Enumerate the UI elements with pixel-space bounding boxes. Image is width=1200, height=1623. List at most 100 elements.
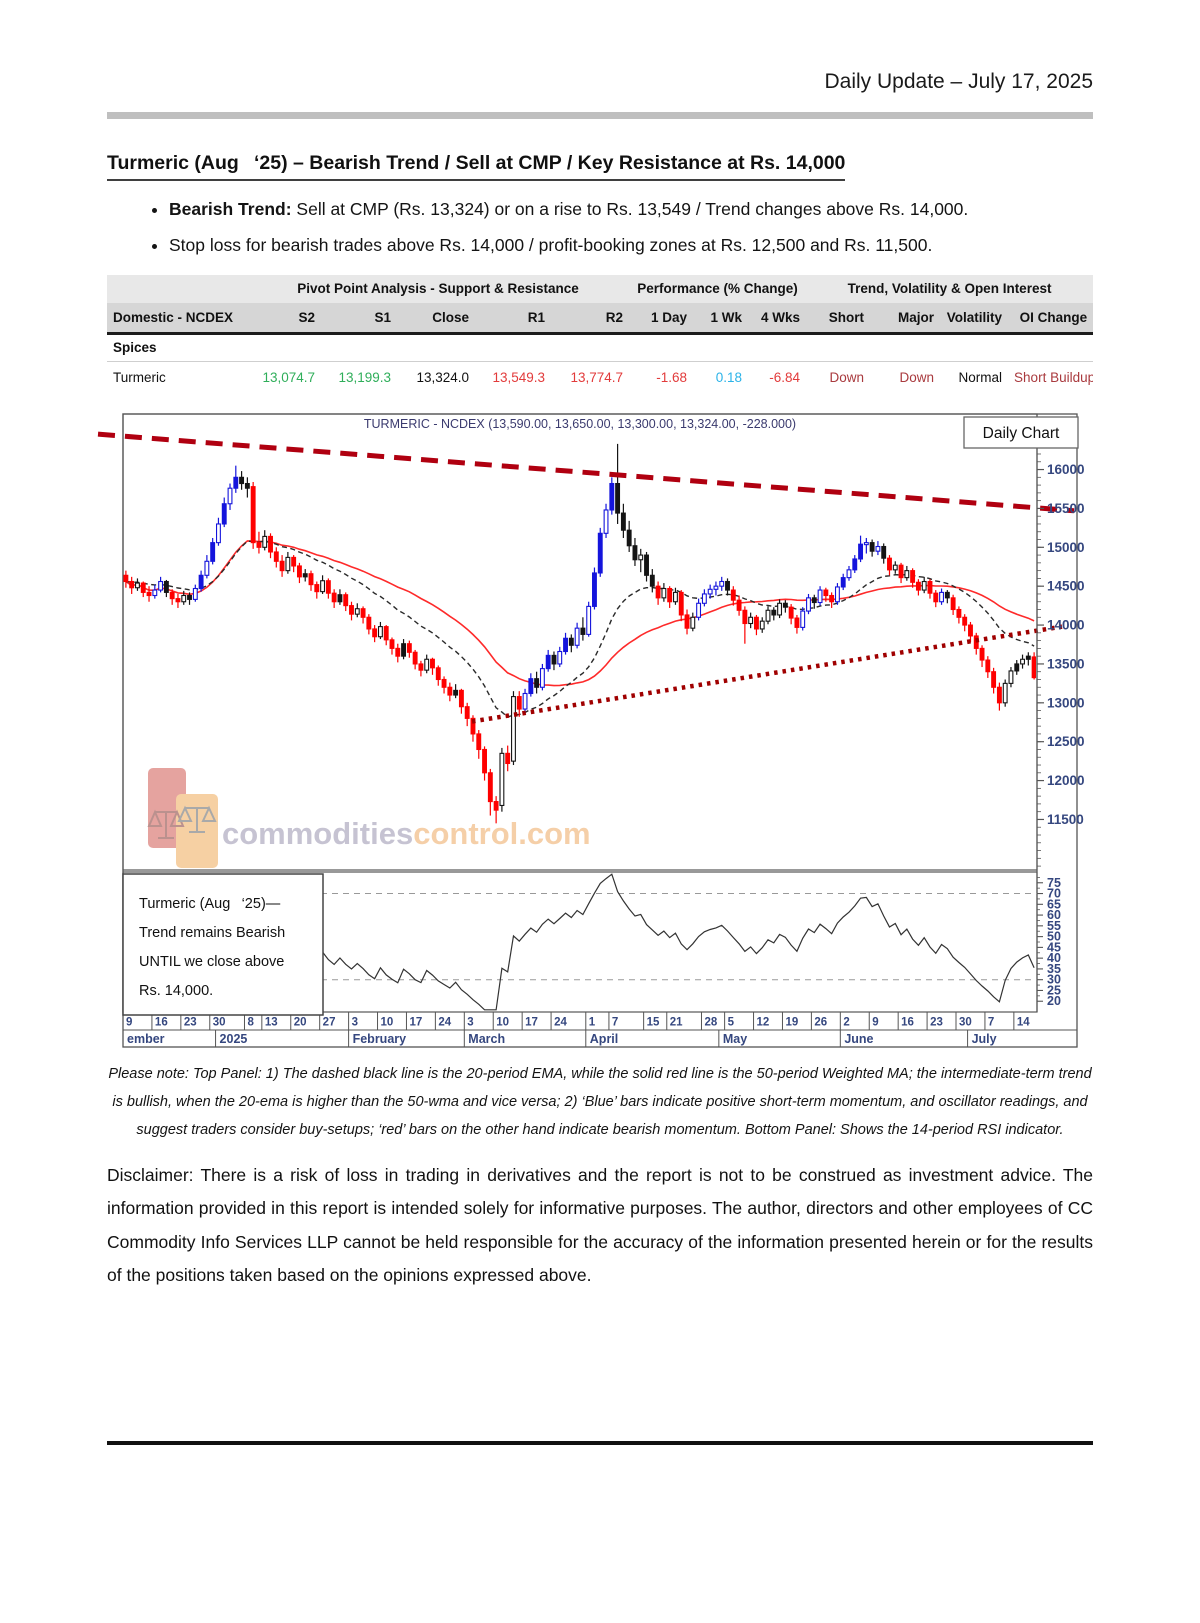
svg-text:Rs. 14,000.: Rs. 14,000. bbox=[139, 983, 213, 999]
daily-chart-label-box: Daily Chart bbox=[963, 416, 1079, 449]
group-trend-volatility-oi: Trend, Volatility & Open Interest bbox=[806, 274, 1094, 303]
svg-text:13500: 13500 bbox=[1047, 656, 1085, 671]
svg-text:40: 40 bbox=[1047, 951, 1061, 965]
bullet-stop-loss: Stop loss for bearish trades above Rs. 1… bbox=[169, 233, 1093, 258]
col-s2: S2 bbox=[247, 302, 321, 335]
candles bbox=[123, 443, 1036, 824]
svg-text:30: 30 bbox=[1047, 972, 1061, 986]
svg-text:35: 35 bbox=[1047, 962, 1061, 976]
pivot-analysis-table: Pivot Point Analysis - Support & Resista… bbox=[107, 274, 1094, 393]
cell-1wk: 0.18 bbox=[715, 369, 743, 385]
table-section-row: Spices bbox=[107, 333, 1094, 362]
ema-20-line bbox=[125, 540, 1035, 718]
svg-text:14000: 14000 bbox=[1047, 617, 1085, 632]
svg-text:1: 1 bbox=[589, 1016, 596, 1028]
col-1wk: 1 Wk bbox=[693, 302, 749, 335]
svg-text:28: 28 bbox=[704, 1016, 717, 1028]
svg-text:April: April bbox=[590, 1032, 618, 1046]
svg-text:February: February bbox=[353, 1032, 407, 1046]
cell-s2: 13,074.7 bbox=[262, 369, 315, 385]
cell-close: 13,324.0 bbox=[416, 369, 469, 385]
svg-text:13: 13 bbox=[265, 1016, 278, 1028]
svg-text:Daily Chart: Daily Chart bbox=[983, 425, 1060, 442]
svg-text:June: June bbox=[844, 1032, 873, 1046]
col-1day: 1 Day bbox=[629, 302, 694, 335]
cell-r2: 13,774.7 bbox=[570, 369, 624, 385]
chart-footnote: Please note: Top Panel: 1) The dashed bl… bbox=[108, 1065, 1092, 1139]
svg-text:12000: 12000 bbox=[1047, 773, 1085, 788]
svg-text:commoditiescontrol.com: commoditiescontrol.com bbox=[222, 816, 591, 851]
daily-price-chart: commoditiescontrol.com 11500 12000 12500 130… bbox=[97, 412, 1085, 1052]
svg-text:15: 15 bbox=[647, 1016, 660, 1028]
svg-text:30: 30 bbox=[959, 1016, 972, 1028]
svg-text:14500: 14500 bbox=[1047, 578, 1085, 593]
svg-text:12: 12 bbox=[757, 1016, 770, 1028]
svg-text:24: 24 bbox=[554, 1016, 567, 1028]
summary-bullets: Bearish Trend: Sell at CMP (Rs. 13,324) … bbox=[107, 197, 1093, 259]
svg-text:55: 55 bbox=[1047, 919, 1061, 933]
candlestick-rsi-chart: commoditiescontrol.com 115001200012500130… bbox=[97, 413, 1085, 1048]
svg-text:9: 9 bbox=[126, 1016, 132, 1028]
svg-text:2: 2 bbox=[843, 1016, 849, 1028]
cell-commodity-name: Turmeric bbox=[113, 369, 166, 385]
svg-text:11500: 11500 bbox=[1047, 812, 1084, 827]
svg-text:45: 45 bbox=[1047, 940, 1061, 954]
svg-text:24: 24 bbox=[438, 1016, 451, 1028]
col-s1: S1 bbox=[321, 302, 397, 335]
svg-text:July: July bbox=[972, 1032, 997, 1046]
col-r2: R2 bbox=[551, 302, 630, 335]
header-date: Daily Update – July 17, 2025 bbox=[824, 70, 1094, 93]
svg-text:23: 23 bbox=[184, 1016, 197, 1028]
svg-text:30: 30 bbox=[213, 1016, 226, 1028]
cell-4wks: -6.84 bbox=[769, 369, 801, 385]
chart-title: TURMERIC - NCDEX (13,590.00, 13,650.00, … bbox=[364, 417, 796, 431]
svg-text:Trend remains Bearish: Trend remains Bearish bbox=[139, 925, 285, 941]
resistance-trendline bbox=[97, 431, 1075, 513]
col-r1: R1 bbox=[475, 302, 551, 335]
header-divider bbox=[107, 112, 1093, 119]
svg-text:16000: 16000 bbox=[1047, 462, 1085, 477]
svg-text:9: 9 bbox=[872, 1016, 878, 1028]
svg-text:20: 20 bbox=[294, 1016, 307, 1028]
svg-text:17: 17 bbox=[409, 1016, 422, 1028]
support-trendline bbox=[471, 624, 1063, 724]
svg-text:17: 17 bbox=[525, 1016, 538, 1028]
svg-text:2025: 2025 bbox=[220, 1032, 248, 1046]
svg-text:16: 16 bbox=[155, 1016, 168, 1028]
svg-text:7: 7 bbox=[612, 1016, 618, 1028]
group-performance: Performance (% Change) bbox=[629, 274, 807, 303]
table-row: Turmeric 13,074.7 13,199.3 13,324.0 13,5… bbox=[107, 361, 1093, 393]
svg-text:3: 3 bbox=[352, 1016, 358, 1028]
cell-1day: -1.68 bbox=[656, 369, 688, 385]
svg-text:16: 16 bbox=[901, 1016, 914, 1028]
svg-text:65: 65 bbox=[1047, 897, 1061, 911]
disclaimer-text: Disclaimer: There is a risk of loss in t… bbox=[107, 1164, 1093, 1286]
svg-text:21: 21 bbox=[670, 1016, 683, 1028]
cell-r1: 13,549.3 bbox=[492, 369, 545, 385]
annotation-box: Turmeric (Aug ‘25)— Trend remains Bearish… bbox=[122, 873, 324, 1016]
cell-s1: 13,199.3 bbox=[338, 369, 391, 385]
svg-text:3: 3 bbox=[467, 1016, 473, 1028]
col-short: Short bbox=[806, 302, 871, 335]
svg-text:23: 23 bbox=[930, 1016, 943, 1028]
svg-text:7: 7 bbox=[988, 1016, 994, 1028]
svg-text:ember: ember bbox=[127, 1032, 165, 1046]
wma-50-line bbox=[125, 539, 1035, 687]
svg-text:15000: 15000 bbox=[1047, 540, 1085, 555]
bullet-text: Sell at CMP (Rs. 13,324) or on a rise to… bbox=[291, 199, 969, 219]
report-page: Daily Update – July 17, 2025 Turmeric (A… bbox=[97, 70, 1094, 1445]
svg-text:10: 10 bbox=[496, 1016, 509, 1028]
svg-text:Turmeric (Aug ‘25)—: Turmeric (Aug ‘25)— bbox=[139, 896, 281, 912]
svg-text:27: 27 bbox=[323, 1016, 336, 1028]
bullet-bearish-trend: Bearish Trend: Sell at CMP (Rs. 13,324) … bbox=[169, 197, 1093, 222]
svg-text:19: 19 bbox=[785, 1016, 798, 1028]
svg-text:70: 70 bbox=[1047, 886, 1061, 900]
price-y-axis: 11500 12000 12500 13000 13500 14000 14500 15000… bbox=[1036, 413, 1085, 1012]
svg-text:UNTIL we close above: UNTIL we close above bbox=[139, 954, 284, 970]
group-pivot-points: Pivot Point Analysis - Support & Resista… bbox=[247, 274, 630, 303]
table-column-header-row: Domestic - NCDEX S2 S1 Close R1 R2 1 Day… bbox=[107, 302, 1094, 335]
cell-short-trend: Down bbox=[829, 369, 865, 385]
svg-text:5: 5 bbox=[728, 1016, 735, 1028]
svg-text:March: March bbox=[468, 1032, 505, 1046]
